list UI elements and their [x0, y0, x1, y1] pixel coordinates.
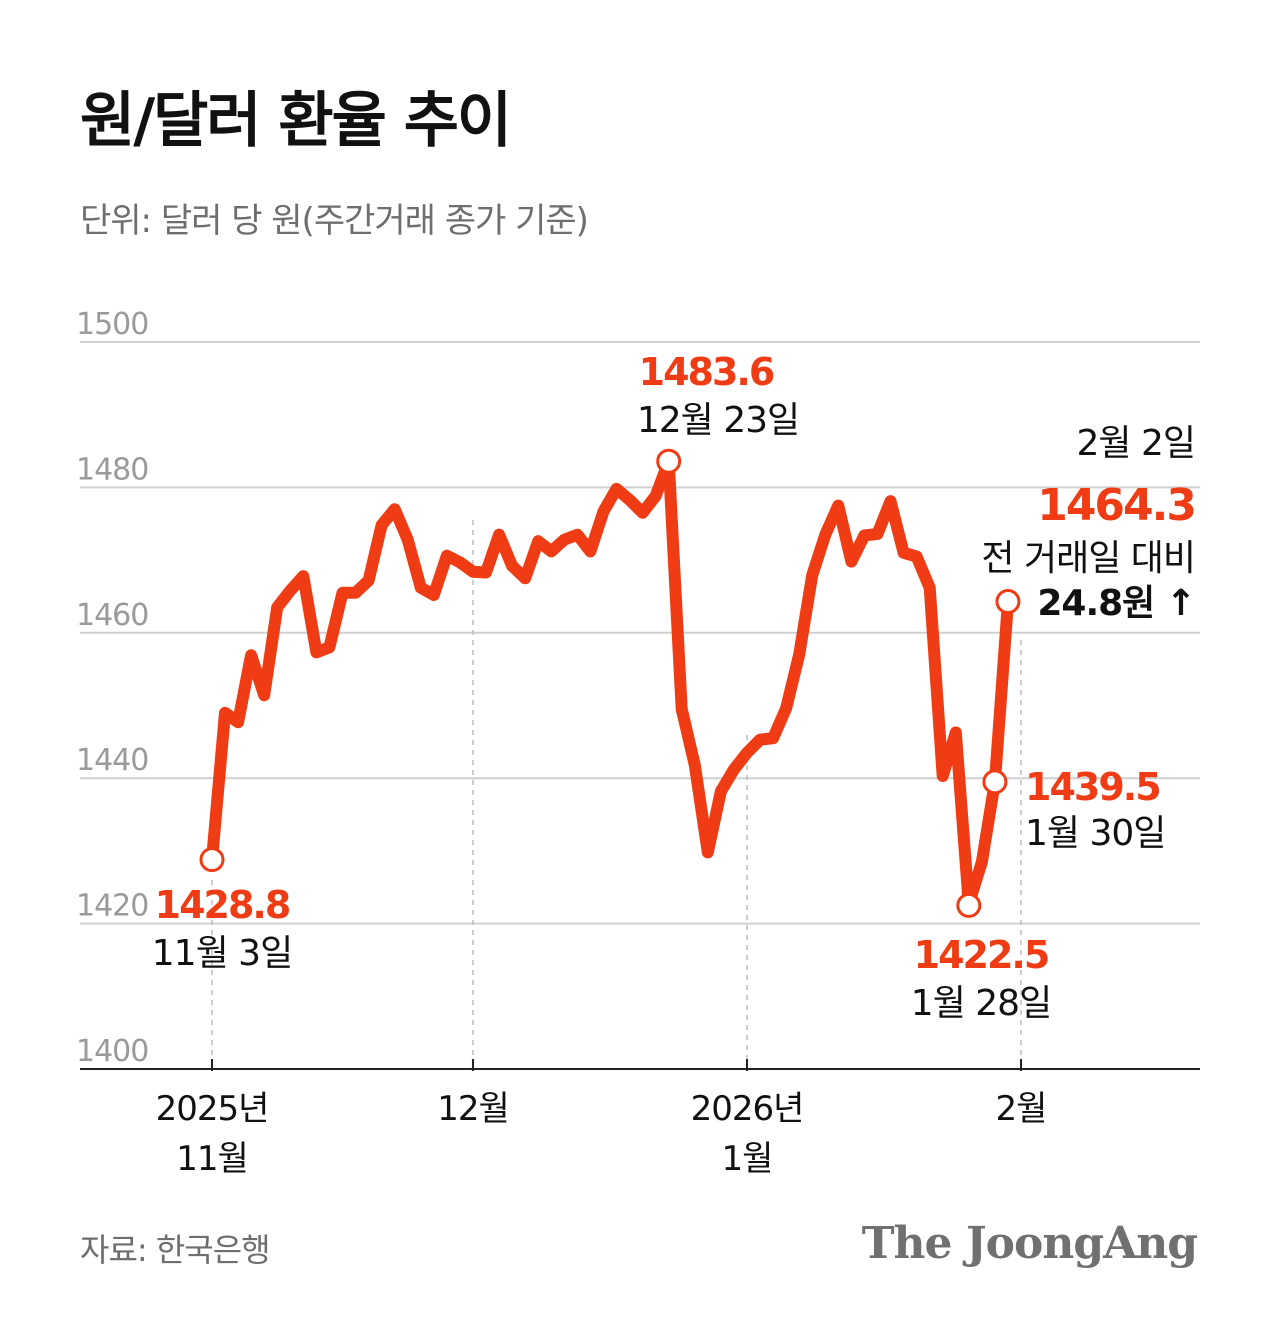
y-tick-label: 1500: [76, 307, 148, 342]
series-line: [206, 455, 1014, 910]
y-tick-label: 1480: [76, 452, 148, 487]
annotation-marker: [956, 892, 982, 918]
annotation-marker: [199, 847, 225, 873]
y-tick-label: 1440: [76, 743, 148, 778]
y-tick-label: 1400: [76, 1034, 148, 1069]
annotation-date: 1월 28일: [911, 983, 1051, 1024]
x-tick-label: 2025년: [156, 1089, 269, 1129]
y-tick-label: 1460: [76, 598, 148, 633]
annotation-note: 전 거래일 대비: [981, 538, 1195, 579]
x-tick-label: 12월: [437, 1089, 509, 1129]
annotation-marker: [995, 589, 1021, 615]
brand-logo: The JoongAng: [861, 1218, 1198, 1269]
annotation-value: 1464.3: [1037, 480, 1195, 531]
annotation-date: 12월 23일: [637, 400, 799, 441]
annotation-layer: 1428.8 11월 3일 1483.6 12월 23일 1422.5 1월 28일 143…: [152, 350, 1197, 1024]
chart-subtitle: 단위: 달러 당 원(주간거래 종가 기준): [80, 201, 589, 241]
x-tick-label: 1월: [722, 1139, 773, 1179]
x-axis: 2025년 11월 12월 2026년 1월 2월: [80, 520, 1200, 1179]
annotation-value: 1422.5: [914, 933, 1049, 977]
x-tick-label: 2월: [996, 1089, 1047, 1129]
annotation-date: 1월 30일: [1025, 813, 1165, 854]
annotation-date: 11월 3일: [152, 933, 292, 974]
chart-title: 원/달러 환율 추이: [80, 86, 512, 156]
y-tick-label: 1420: [76, 889, 148, 924]
annotation-value: 1428.8: [155, 883, 290, 927]
grid-lines: 1500 1480 1460 1440 1420 1400: [76, 307, 1200, 1069]
annotation-value: 1439.5: [1025, 765, 1160, 809]
annotation-date: 2월 2일: [1077, 423, 1196, 464]
annotation-value: 1483.6: [639, 350, 774, 394]
series-layer: [206, 455, 1014, 910]
x-tick-label: 11월: [176, 1139, 248, 1179]
source-note: 자료: 한국은행: [80, 1231, 271, 1269]
annotation-marker: [656, 448, 682, 474]
x-tick-label: 2026년: [691, 1089, 804, 1129]
annotation-note: 24.8원 ↑: [1037, 583, 1195, 624]
annotation-marker: [982, 769, 1008, 795]
